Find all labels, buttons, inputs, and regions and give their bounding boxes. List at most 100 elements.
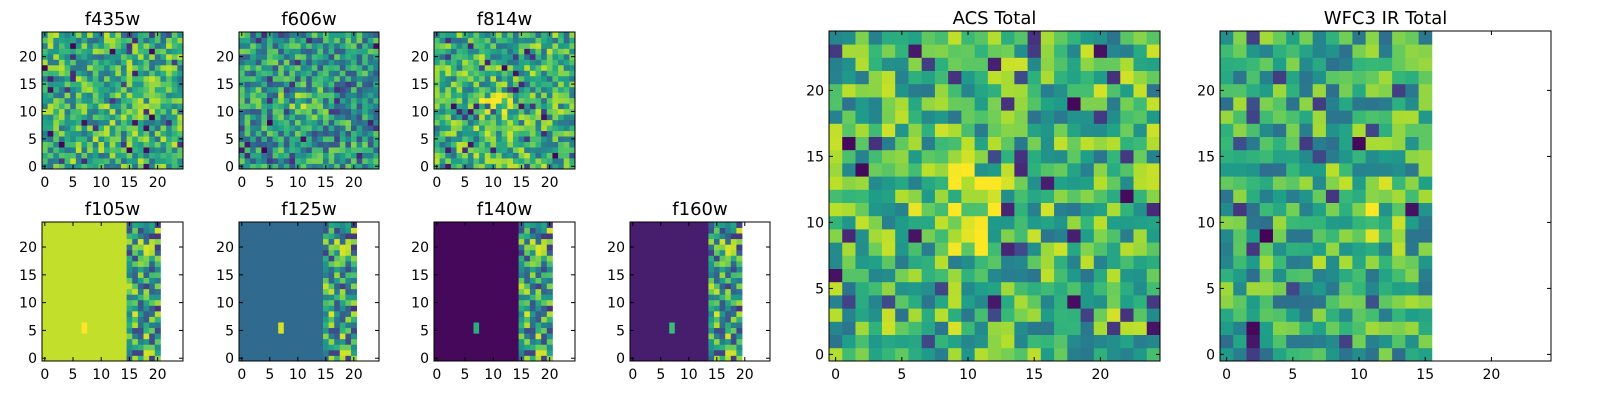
heatmap-cell — [680, 244, 687, 251]
heatmap-cell — [507, 75, 514, 82]
heatmap-cell — [132, 114, 139, 121]
heatmap-cell — [961, 321, 976, 335]
heatmap-cell — [166, 37, 173, 44]
heatmap-cell — [267, 294, 273, 301]
heatmap-cell — [53, 119, 60, 126]
heatmap-cell — [345, 114, 352, 121]
heatmap-cell — [351, 103, 357, 110]
heatmap-cell — [1120, 123, 1134, 137]
heatmap-cell — [1120, 44, 1134, 58]
heatmap-cell — [658, 344, 664, 351]
y-tick-label: 20 — [216, 50, 234, 66]
heatmap-cell — [345, 305, 352, 312]
heatmap-cell — [267, 249, 273, 256]
heatmap-cell — [496, 64, 503, 71]
heatmap-cell — [261, 305, 268, 312]
heatmap-cell — [730, 272, 737, 278]
heatmap-cell — [120, 114, 127, 121]
heatmap-cell — [64, 277, 71, 284]
heatmap-cell — [137, 125, 144, 132]
heatmap-cell — [115, 152, 122, 159]
heatmap-cell — [714, 283, 720, 290]
heatmap-cell — [295, 136, 301, 142]
heatmap-cell — [439, 266, 446, 273]
x-tick-label: 5 — [897, 367, 906, 383]
y-tick-label: 15 — [216, 77, 234, 93]
heatmap-cell — [490, 277, 497, 284]
heatmap-cell — [311, 42, 318, 49]
heatmap-cell — [81, 266, 88, 273]
heatmap-cell — [529, 249, 536, 256]
x-tick-label: 5 — [265, 367, 274, 383]
heatmap-cell — [686, 344, 692, 351]
heatmap-cell — [439, 244, 446, 251]
heatmap-cell — [345, 103, 352, 110]
heatmap-cell — [295, 97, 301, 104]
heatmap-cell — [177, 147, 184, 153]
heatmap-cell — [635, 288, 642, 295]
heatmap-cell — [1325, 295, 1340, 309]
heatmap-cell — [255, 147, 262, 153]
heatmap-cell — [64, 163, 71, 170]
heatmap-cell — [362, 64, 369, 71]
heatmap-cell — [450, 288, 457, 295]
heatmap-cell — [630, 322, 636, 329]
heatmap-cell — [541, 103, 548, 110]
x-tick-label: 5 — [656, 367, 665, 383]
heatmap-cell — [467, 119, 474, 126]
heatmap-cell — [868, 268, 883, 283]
heatmap-cell — [895, 347, 909, 362]
heatmap-cell — [115, 125, 122, 132]
heatmap-cell — [345, 277, 352, 284]
x-tick-label: 0 — [831, 367, 840, 383]
heatmap-cell — [669, 349, 676, 356]
heatmap-cell — [881, 295, 896, 309]
heatmap-cell — [974, 176, 989, 190]
heatmap-cell — [1080, 321, 1095, 335]
heatmap-cell — [714, 299, 720, 306]
heatmap-cell — [1054, 255, 1068, 269]
heatmap-cell — [881, 308, 896, 322]
heatmap-cell — [635, 233, 642, 240]
heatmap-cell — [490, 266, 497, 273]
heatmap-cell — [137, 114, 144, 121]
heatmap-cell — [855, 334, 870, 349]
heatmap-cell — [300, 59, 307, 66]
heatmap-cell — [524, 141, 531, 148]
heatmap-cell — [479, 158, 486, 164]
heatmap-cell — [87, 294, 94, 301]
heatmap-cell — [1054, 268, 1068, 283]
x-tick-label: 20 — [149, 367, 167, 383]
heatmap-cell — [934, 57, 949, 71]
heatmap-cell — [311, 103, 318, 110]
heatmap-cell — [541, 260, 548, 267]
heatmap-cell — [529, 294, 536, 301]
heatmap-cell — [467, 53, 474, 60]
heatmap-cell — [53, 141, 60, 148]
heatmap-cell — [334, 97, 341, 104]
heatmap-cell — [456, 136, 463, 142]
heatmap-cell — [300, 283, 307, 290]
heatmap-cell — [987, 202, 1002, 217]
heatmap-cell — [244, 48, 251, 55]
heatmap-cell — [109, 288, 116, 295]
heatmap-cell — [529, 333, 536, 340]
heatmap-cell — [434, 42, 441, 49]
heatmap-cell — [373, 147, 380, 153]
heatmap-cell — [244, 310, 251, 317]
heatmap-cell — [934, 31, 949, 45]
heatmap-cell — [53, 238, 60, 245]
heatmap-cell — [652, 327, 659, 334]
heatmap-cell — [283, 299, 290, 306]
heatmap-cell — [490, 272, 497, 278]
heatmap-cell — [267, 310, 273, 317]
heatmap-cell — [53, 130, 60, 137]
x-tick-label: 10 — [92, 367, 110, 383]
heatmap-cell — [541, 255, 548, 262]
heatmap-cell — [541, 305, 548, 312]
heatmap-cell — [250, 59, 257, 66]
heatmap-cell — [868, 334, 883, 349]
heatmap-cell — [736, 222, 743, 228]
axes-frame — [41, 221, 184, 362]
heatmap-cell — [558, 136, 565, 142]
